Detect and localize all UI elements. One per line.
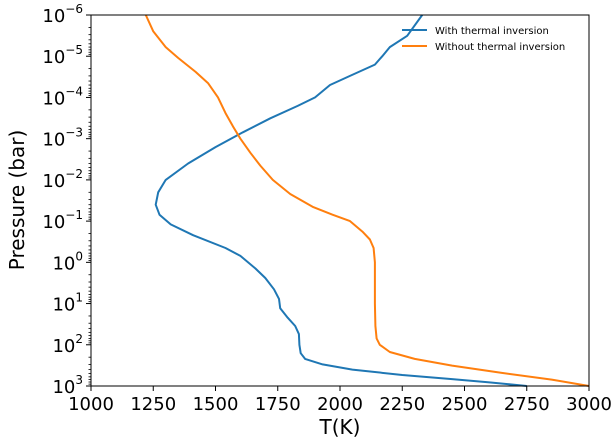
x-tick-label: 3000 [566,394,612,415]
y-tick-label: 10−5 [42,43,83,68]
series-line-1 [154,14,527,387]
y-tick-label: 103 [52,373,83,398]
legend-label-2: Without thermal inversion [435,42,565,53]
y-tick-label: 10−6 [42,2,83,27]
x-tick-label: 2750 [504,394,550,415]
y-axis-title: Pressure (bar) [5,130,29,271]
y-tick-label: 10−4 [42,84,83,109]
y-axis-ticks: 10−6 10−5 10−4 10−3 10−2 10−1 100 101 102 103 [42,2,91,398]
legend-label-1: With thermal inversion [435,26,549,37]
y-tick-label: 102 [52,332,83,357]
x-tick-label: 1250 [130,394,176,415]
y-tick-label: 101 [52,291,83,316]
y-tick-label: 10−3 [42,126,83,151]
x-tick-label: 2000 [317,394,363,415]
x-axis-title: T(K) [319,415,361,439]
legend: With thermal inversion Without thermal in… [402,26,565,53]
series-line-2 [144,14,590,387]
y-tick-label: 100 [52,249,83,274]
series-layer [144,14,590,387]
x-axis-ticks: 1000 1250 1500 1750 2000 2250 2500 2750 3000 [68,386,612,415]
x-tick-label: 1750 [255,394,301,415]
x-tick-label: 2500 [442,394,488,415]
x-tick-label: 2250 [379,394,425,415]
y-tick-label: 10−1 [42,208,83,233]
x-tick-label: 1500 [193,394,239,415]
y-tick-label: 10−2 [42,167,83,192]
x-tick-label: 1000 [68,394,114,415]
